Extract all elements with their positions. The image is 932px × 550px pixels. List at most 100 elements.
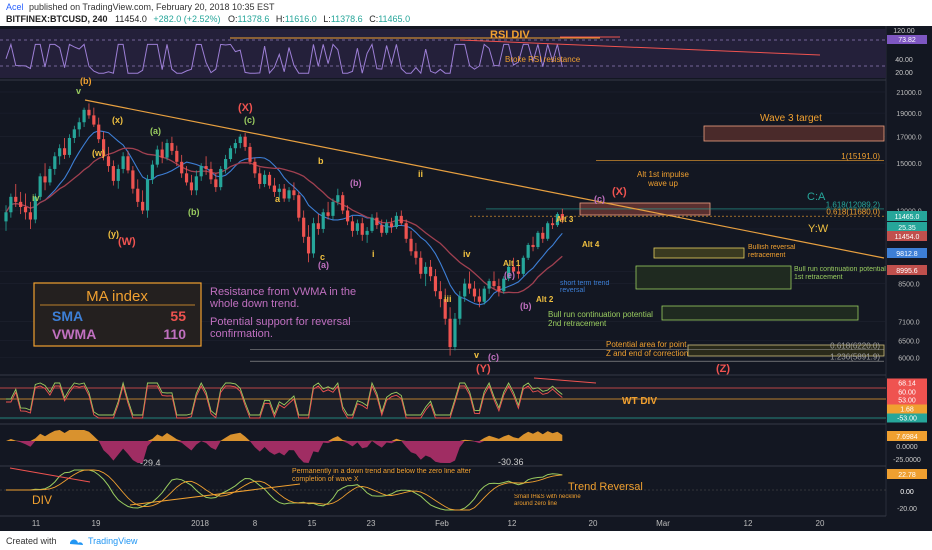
wave-label: (X) xyxy=(612,186,627,198)
vwma-line xyxy=(5,147,563,294)
candle-body xyxy=(419,257,423,274)
candle-body xyxy=(502,278,506,292)
candle-body xyxy=(126,156,130,171)
point-z-box xyxy=(687,344,885,357)
candle-body xyxy=(19,201,23,208)
candle-body xyxy=(204,166,208,169)
rsi-band xyxy=(0,29,886,78)
trend-reversal-label: Trend Reversal xyxy=(568,481,643,493)
candle-body xyxy=(141,201,145,211)
candle-body xyxy=(180,161,184,174)
time-axis[interactable]: 11 19 2018 8 15 23 Feb 12 20 Mar 12 20 xyxy=(32,519,825,528)
cloud-icon xyxy=(69,539,83,545)
momentum-tick-0: 0.0000 xyxy=(896,444,918,451)
candle-body xyxy=(306,236,311,254)
open-label: O: xyxy=(228,14,238,24)
candle-body xyxy=(77,122,81,130)
candle-body xyxy=(272,185,276,192)
candle-body xyxy=(350,221,355,231)
candle-body xyxy=(102,139,106,157)
fib-level-label: 0.618(6220.0) xyxy=(830,341,880,350)
wave-label: v xyxy=(76,86,81,96)
price-tag xyxy=(887,265,927,275)
candle-body xyxy=(550,223,555,226)
rsi-price-tag xyxy=(887,35,927,44)
candle-body xyxy=(311,223,316,254)
candle-body xyxy=(341,195,345,211)
wt-price-tag xyxy=(887,404,927,414)
candle-body xyxy=(9,196,13,213)
candle-body xyxy=(458,296,462,319)
ma-index-sma-value: 55 xyxy=(170,308,186,324)
fib-levels: 1(15191.0) 1.618(12089.2)0.618(11680.0) 0.… xyxy=(250,152,884,362)
ma-index-frame xyxy=(33,282,202,347)
candle-body xyxy=(453,318,457,348)
author-link[interactable]: Acel xyxy=(6,2,24,12)
ma-index-vwma-value: 110 xyxy=(163,326,186,342)
candle-body xyxy=(219,168,223,188)
time-tick-label: 20 xyxy=(589,519,598,528)
candle-body xyxy=(92,115,96,125)
wave-label: (y) xyxy=(108,229,119,239)
candle-body xyxy=(111,166,115,181)
momentum-panel[interactable]: -29.4 -30.36 7.6984 0.0000 -25.0000 xyxy=(6,430,927,468)
short-term-note: short term trend reversal xyxy=(560,280,609,294)
macd-panel[interactable]: DIV Trend Reversal Permanently in a down… xyxy=(0,467,927,518)
tradingview-logo[interactable]: TradingView xyxy=(69,536,138,546)
candle-body xyxy=(48,168,52,183)
time-tick-label: 2018 xyxy=(191,519,209,528)
price-panel[interactable]: 21000.019000.017000.015000.012000.011000… xyxy=(0,76,927,375)
candle-body xyxy=(38,176,42,197)
candle-body xyxy=(536,232,540,248)
candle-body xyxy=(106,156,111,167)
ma-index-vwma-name: VWMA xyxy=(52,326,96,342)
wave-label: (b) xyxy=(520,301,532,311)
candle-body xyxy=(62,148,67,155)
wave-label: ii xyxy=(418,169,423,179)
vwma-resistance-note: Resistance from VWMA in the whole down t… xyxy=(210,286,356,310)
candle-body xyxy=(58,148,62,157)
symbol-label[interactable]: BITFINEX:BTCUSD, 240 xyxy=(6,14,108,24)
momentum-negative-area xyxy=(6,441,563,463)
candle-body xyxy=(155,149,159,165)
candle-body xyxy=(414,251,418,258)
wave-label: (b) xyxy=(80,76,92,86)
momentum-low-1: -29.4 xyxy=(140,458,161,468)
macd-price-tag xyxy=(887,469,927,479)
footer-bar xyxy=(0,531,932,550)
wt-price-tag xyxy=(887,413,927,423)
reversal-support-note: Potential support for reversal confirmat… xyxy=(210,316,351,340)
price-axis[interactable] xyxy=(886,26,932,531)
wave-label: b xyxy=(318,156,324,166)
candle-body xyxy=(321,212,325,229)
rsi-panel[interactable]: RSI DIV Broke RSI resistance 120.00 73.8… xyxy=(0,28,927,78)
price-tick-label: 15000.0 xyxy=(896,161,921,168)
candle-body xyxy=(263,174,267,184)
bull-run-1st-box xyxy=(635,265,792,290)
time-tick-label: 12 xyxy=(744,519,753,528)
permanent-down-text: Permanently in a down trend and below th… xyxy=(292,468,471,483)
price-tag-text: 8995.6 xyxy=(896,268,918,275)
wave-label: (X) xyxy=(238,102,253,114)
bullish-reversal-box xyxy=(653,247,745,259)
wave-label: (c) xyxy=(594,194,605,204)
candle-body xyxy=(267,174,272,186)
wt-price-tag xyxy=(887,395,927,405)
wt-line-1 xyxy=(6,381,563,416)
header-bar xyxy=(0,0,932,26)
candle-body xyxy=(82,109,86,123)
bull-run-2nd-text: Bull run continuation potential 2nd retr… xyxy=(548,310,653,328)
candle-body xyxy=(424,266,428,274)
rsi-broke-label: Broke RSI resistance xyxy=(505,55,581,64)
main-downtrend-line[interactable] xyxy=(84,99,885,259)
candle-body xyxy=(277,188,281,192)
candle-body xyxy=(380,225,384,233)
yw-label: Y:W xyxy=(808,223,829,235)
candle-body xyxy=(394,215,398,228)
low-value: 11378.6 xyxy=(331,14,363,24)
wt-line-2 xyxy=(6,384,563,419)
time-tick-label: 23 xyxy=(367,519,376,528)
candle-body xyxy=(282,188,286,199)
wave-label: (c) xyxy=(244,115,255,125)
